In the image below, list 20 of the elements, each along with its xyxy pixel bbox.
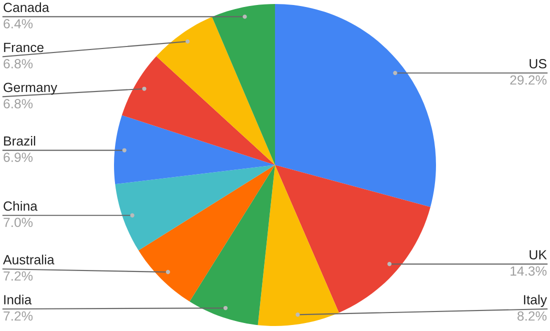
data-label: 6.9% — [4, 152, 33, 162]
data-label: 7.2% — [4, 271, 33, 281]
data-label: 7.0% — [4, 218, 33, 228]
data-label: 29.2% — [510, 75, 547, 85]
slice-label: US — [530, 59, 546, 68]
data-label: 6.8% — [4, 59, 33, 68]
data-label: 6.8% — [4, 99, 33, 108]
slice-label: Italy — [524, 294, 547, 307]
slice-label: Canada — [4, 2, 50, 12]
slice-label: France — [4, 42, 44, 52]
data-label: 14.3% — [510, 266, 547, 276]
data-label: 8.2% — [518, 311, 547, 321]
slice-label: UK — [530, 250, 547, 260]
data-label: 7.2% — [4, 311, 33, 321]
slice-label: Brazil — [4, 136, 36, 146]
slice-label: Australia — [3, 254, 54, 264]
slice-label: Germany — [4, 82, 58, 95]
slice-label: India — [4, 294, 32, 304]
data-label: 6.4% — [4, 19, 33, 28]
slice-label: China — [4, 201, 38, 211]
